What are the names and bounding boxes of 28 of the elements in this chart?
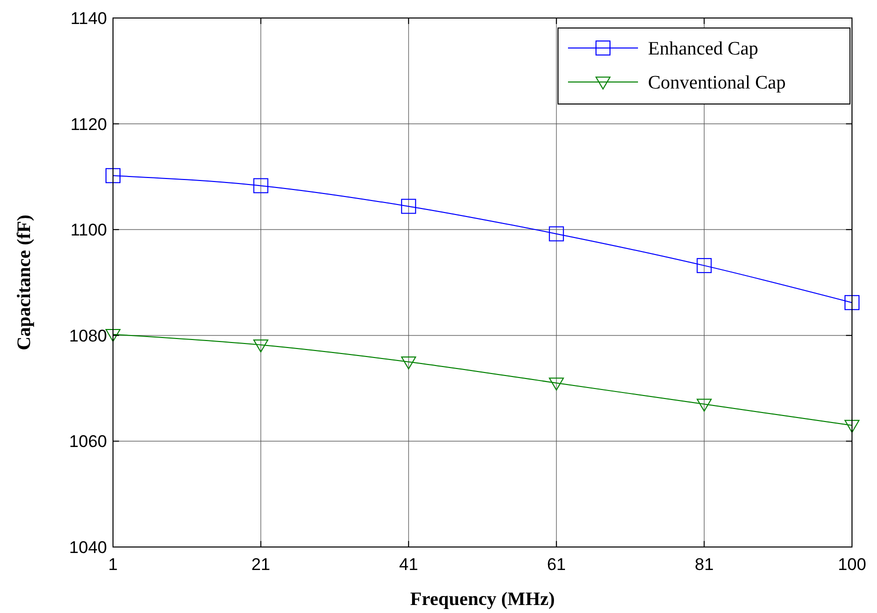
y-tick-label: 1100 bbox=[70, 220, 107, 240]
point bbox=[253, 340, 268, 352]
point bbox=[844, 295, 860, 310]
y-tick-label: 1140 bbox=[70, 8, 107, 28]
legend-label: Enhanced Cap bbox=[648, 38, 758, 60]
x-tick-label: 61 bbox=[546, 555, 566, 574]
x-tick-label: 100 bbox=[838, 555, 866, 574]
x-tick-label: 41 bbox=[399, 555, 418, 574]
x-tick-label: 81 bbox=[694, 555, 714, 574]
legend-label: Conventional Cap bbox=[648, 72, 786, 94]
point bbox=[696, 398, 712, 412]
x-axis-title: Frequency (MHz) bbox=[410, 589, 555, 610]
point bbox=[844, 420, 860, 433]
y-tick-label: 1120 bbox=[70, 114, 107, 134]
x-tick-label: 21 bbox=[251, 555, 270, 574]
point bbox=[696, 258, 712, 274]
y-tick-label: 1040 bbox=[69, 538, 107, 557]
y-axis-title: Capacitance (fF) bbox=[14, 214, 35, 350]
y-tick-label: 1060 bbox=[69, 432, 107, 452]
point bbox=[401, 356, 416, 370]
point bbox=[253, 178, 268, 194]
x-tick-label: 1 bbox=[108, 555, 118, 574]
point bbox=[401, 198, 416, 214]
point bbox=[106, 168, 120, 184]
point bbox=[548, 378, 564, 391]
point bbox=[106, 328, 120, 342]
y-tick-label: 1080 bbox=[69, 326, 107, 346]
point bbox=[548, 226, 564, 242]
